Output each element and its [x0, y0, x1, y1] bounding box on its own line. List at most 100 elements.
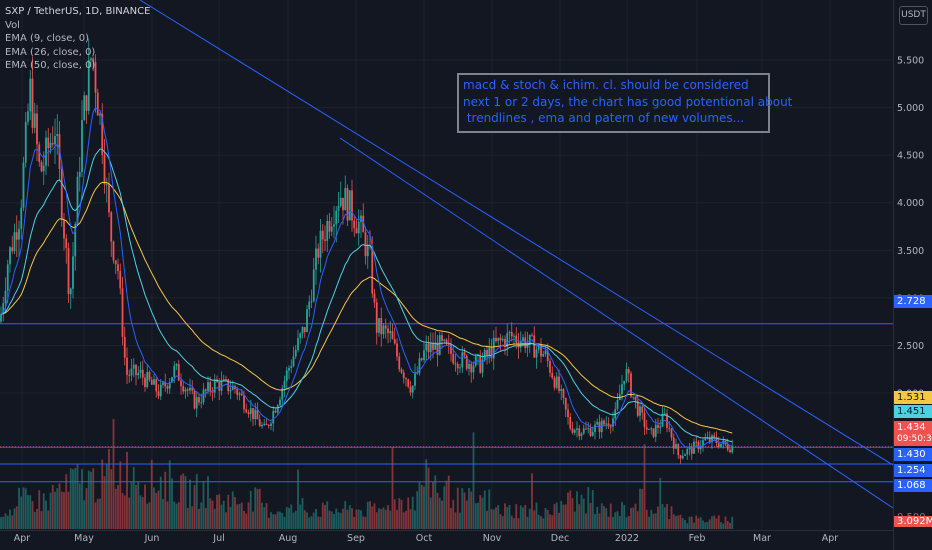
volume-bar [204, 507, 207, 529]
candle-body [483, 349, 486, 360]
volume-bar [211, 500, 214, 529]
annotation-line-1: macd & stoch & ichim. cl. should be cons… [463, 78, 749, 92]
volume-bar [258, 488, 261, 529]
candle-body [371, 246, 374, 294]
volume-bar [65, 474, 68, 529]
candle-body [33, 113, 36, 128]
currency-button[interactable]: USDT [899, 6, 928, 25]
volume-bar [236, 504, 239, 529]
candle-body [560, 389, 563, 391]
candle-body [652, 428, 655, 437]
volume-bar [193, 485, 196, 529]
candle-body [713, 435, 716, 438]
volume-bar [85, 488, 88, 529]
candle-body [45, 137, 47, 166]
candle-body [60, 168, 63, 220]
candle-body [625, 369, 628, 381]
legend-ema50[interactable]: EMA (50, close, 0) [5, 60, 96, 71]
candle-body [364, 232, 367, 257]
candle-body [351, 190, 353, 221]
candle-body [470, 363, 473, 373]
volume-bar [177, 502, 180, 529]
volume-bar [29, 495, 32, 529]
candle-body [580, 433, 583, 437]
volume-bar [382, 507, 385, 529]
volume-bar [137, 481, 140, 529]
volume-bar [234, 497, 236, 529]
candle-body [715, 437, 718, 444]
volume-bar [335, 508, 338, 529]
volume-bar [42, 493, 45, 529]
candle-body [517, 342, 520, 348]
volume-bar [571, 498, 574, 529]
level-tag-1430: 1.430 [894, 448, 932, 461]
candle-body [686, 449, 689, 455]
candle-body [72, 256, 74, 289]
volume-bar [180, 475, 182, 529]
candle-body [243, 395, 245, 410]
volume-bar [274, 514, 277, 529]
volume-bar [621, 502, 623, 529]
volume-bar [297, 469, 299, 529]
volume-bar [634, 503, 637, 529]
candle-body [252, 408, 254, 420]
volume-bar [157, 490, 160, 529]
candle-body [596, 421, 599, 425]
volume-bar [225, 512, 227, 529]
candle-body [225, 379, 227, 381]
candle-body [47, 137, 50, 149]
legend-volume[interactable]: Vol [5, 19, 20, 31]
candle-body [191, 387, 194, 391]
candle-body [481, 359, 484, 373]
candle-body [535, 349, 538, 358]
volume-bar [13, 508, 16, 529]
volume-bar [123, 495, 126, 529]
volume-bar [666, 503, 668, 529]
volume-bar [641, 489, 644, 529]
candle-body [105, 184, 108, 186]
candle-body [616, 399, 619, 410]
volume-bar [216, 494, 218, 529]
candle-body [112, 241, 115, 261]
candle-body [454, 363, 457, 365]
ema-9-line [0, 107, 733, 449]
volume-bar [51, 485, 54, 529]
candle-body [677, 444, 680, 456]
x-tick-label: Oct [416, 533, 433, 544]
candle-body [231, 385, 234, 390]
volume-bar [276, 511, 279, 529]
volume-bar [405, 510, 407, 529]
candle-body [339, 197, 342, 206]
volume-bar [663, 507, 666, 529]
candle-body [195, 397, 198, 409]
candle-body [76, 176, 79, 224]
volume-bar [425, 459, 428, 529]
volume-bar [558, 512, 560, 529]
level-tag-2728: 2.728 [894, 295, 932, 308]
candle-body [213, 379, 216, 393]
candle-body [168, 382, 171, 389]
candle-body [20, 207, 23, 229]
legend-ema26[interactable]: EMA (26, close, 0) [5, 46, 96, 58]
volume-bar [87, 470, 90, 529]
volume-bar [616, 511, 619, 529]
level-tag-1068: 1.068 [894, 479, 932, 492]
legend-symbol[interactable]: SXP / TetherUS, 1D, BINANCE [5, 6, 151, 17]
candle-body [490, 347, 493, 359]
volume-bar [72, 469, 74, 529]
candle-body [726, 444, 729, 450]
legend-ema9[interactable]: EMA (9, close, 0) [5, 33, 89, 44]
volume-bar [11, 515, 14, 529]
chart-legend: SXP / TetherUS, 1D, BINANCE Vol EMA (9, … [5, 5, 150, 73]
candle-body [87, 60, 90, 111]
volume-bar [434, 475, 437, 529]
annotation-box[interactable]: macd & stoch & ichim. cl. should be cons… [457, 73, 792, 133]
volume-bar [594, 514, 596, 529]
candle-body [186, 389, 189, 391]
volume-bar [553, 504, 556, 529]
candle-body [22, 162, 25, 208]
volume-bar [447, 475, 450, 529]
volume-bar [481, 497, 484, 529]
candle-body [414, 373, 416, 386]
